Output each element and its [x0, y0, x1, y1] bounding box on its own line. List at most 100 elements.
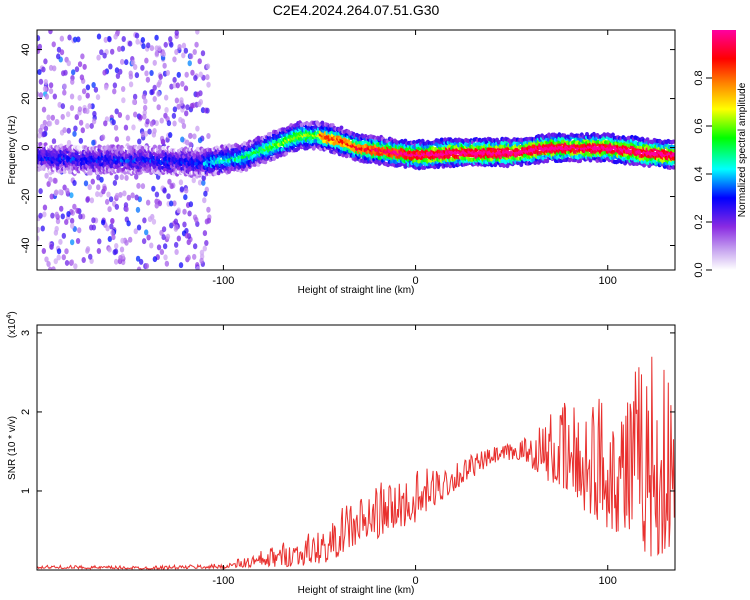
spectrogram-noise-cell — [131, 124, 136, 131]
spectrogram-noise-cell — [85, 92, 90, 99]
spectrogram-noise-cell — [131, 98, 137, 105]
spectrogram-noise-cell — [92, 110, 97, 117]
spectrogram-noise-cell — [134, 173, 139, 180]
spectrogram-band-cell — [671, 156, 675, 161]
spectrogram-noise-cell — [205, 107, 210, 114]
spectrogram-noise-cell — [127, 236, 133, 243]
spectrogram-noise-cell — [56, 248, 62, 255]
spectrogram-noise-cell — [183, 194, 188, 201]
spectrogram-noise-cell — [102, 185, 107, 192]
spectrogram-noise-cell — [205, 63, 211, 70]
spectrogram-noise-cell — [132, 93, 138, 100]
spectrogram-noise-cell — [152, 96, 157, 103]
spectrogram-noise-cell — [83, 180, 89, 187]
spectrogram-noise-cell — [166, 193, 171, 200]
spectrogram-noise-cell — [113, 33, 118, 40]
spectrogram-xtick-label: -100 — [212, 275, 234, 287]
spectrogram-noise-cell — [72, 179, 77, 186]
spectrogram-noise-cell — [58, 238, 63, 245]
spectrogram-noise-cell — [74, 114, 79, 121]
spectrogram-noise-cell — [192, 253, 197, 260]
spectrogram-noise-cell — [144, 229, 149, 236]
spectrogram-noise-cell — [51, 266, 56, 270]
spectrogram-noise-cell — [57, 189, 63, 196]
spectrogram-noise-cell — [202, 245, 207, 252]
spectrogram-noise-cell — [48, 64, 54, 71]
spectrogram-noise-cell — [194, 216, 199, 223]
spectrogram-noise-cell — [78, 137, 84, 144]
spectrogram-noise-cell — [206, 132, 211, 139]
spectrogram-noise-cell — [37, 68, 42, 75]
spectrogram-noise-cell — [174, 224, 179, 231]
spectrogram-noise-cell — [80, 53, 85, 60]
spectrogram-noise-cell — [99, 49, 104, 56]
spectrogram-noise-cell — [161, 51, 166, 58]
spectrogram-noise-cell — [118, 68, 123, 75]
spectrogram-noise-cell — [197, 101, 202, 108]
spectrogram-noise-cell — [125, 114, 130, 121]
spectrogram-noise-cell — [163, 94, 169, 101]
spectrogram-noise-cell — [145, 76, 151, 83]
snr-multiplier: (x104) — [6, 311, 18, 338]
spectrogram-noise-cell — [90, 178, 95, 185]
spectrogram-noise-cell — [178, 262, 184, 269]
spectrogram-noise-cell — [107, 246, 112, 253]
colorbar-label: Normalized spectral amplitude — [737, 82, 748, 217]
spectrogram-noise-cell — [114, 108, 119, 115]
spectrogram-noise-cell — [37, 235, 40, 242]
spectrogram-noise-cell — [112, 179, 118, 186]
spectrogram-noise-cell — [198, 71, 203, 78]
spectrogram-ytick-label: 20 — [20, 92, 32, 104]
spectrogram-noise-cell — [105, 225, 110, 232]
spectrogram-noise-cell — [114, 174, 119, 181]
spectrogram-noise-cell — [179, 186, 185, 193]
spectrogram-noise-cell — [157, 45, 162, 52]
spectrogram-noise-cell — [74, 66, 80, 73]
spectrogram-noise-cell — [72, 36, 78, 43]
spectrogram-noise-cell — [149, 120, 155, 127]
spectrogram-noise-cell — [156, 90, 161, 97]
spectrogram-noise-cell — [190, 69, 195, 76]
spectrogram-noise-cell — [111, 234, 116, 241]
spectrogram-noise-cell — [145, 42, 151, 49]
spectrogram-band-cell — [645, 137, 650, 142]
spectrogram-noise-cell — [152, 84, 157, 91]
spectrogram-noise-cell — [183, 187, 189, 194]
spectrogram-noise-cell — [167, 178, 172, 185]
spectrogram-noise-cell — [186, 254, 191, 261]
spectrogram-noise-cell — [119, 58, 125, 65]
spectrogram-noise-cell — [67, 34, 72, 41]
spectrogram-noise-cell — [138, 114, 143, 121]
spectrogram-ytick-label: -40 — [20, 238, 32, 254]
spectrogram-noise-cell — [157, 79, 163, 86]
spectrogram-frame — [36, 29, 676, 271]
spectrogram-noise-cell — [197, 58, 202, 65]
spectrogram-noise-cell — [91, 118, 97, 125]
spectrogram-noise-cell — [149, 70, 154, 77]
spectrogram-noise-cell — [69, 93, 75, 100]
spectrogram-noise-cell — [64, 259, 70, 266]
spectrogram-noise-cell — [107, 206, 112, 213]
spectrogram-noise-cell — [185, 104, 190, 111]
spectrogram-noise-cell — [184, 110, 189, 117]
spectrogram-noise-cell — [73, 263, 78, 270]
snr-xtick-label: 0 — [413, 575, 419, 587]
spectrogram-noise-cell — [202, 230, 208, 237]
spectrogram-noise-cell — [69, 222, 75, 229]
spectrogram-noise-cell — [60, 113, 65, 120]
spectrogram-noise-cell — [40, 225, 45, 232]
spectrogram-noise-cell — [136, 182, 141, 189]
spectrogram-noise-cell — [43, 58, 48, 65]
snr-series-line — [37, 356, 675, 570]
spectrogram-noise-cell — [174, 30, 179, 36]
spectrogram-noise-cell — [56, 53, 61, 60]
spectrogram-noise-cell — [64, 219, 69, 226]
spectrogram-noise-cell — [117, 112, 123, 119]
spectrogram-band-cell — [339, 125, 344, 130]
spectrogram-noise-cell — [161, 234, 166, 241]
spectrogram-band-cell — [244, 167, 249, 172]
spectrogram-noise-cell — [91, 81, 96, 88]
spectrogram-noise-cell — [132, 111, 138, 118]
spectrogram-noise-cell — [192, 133, 197, 140]
